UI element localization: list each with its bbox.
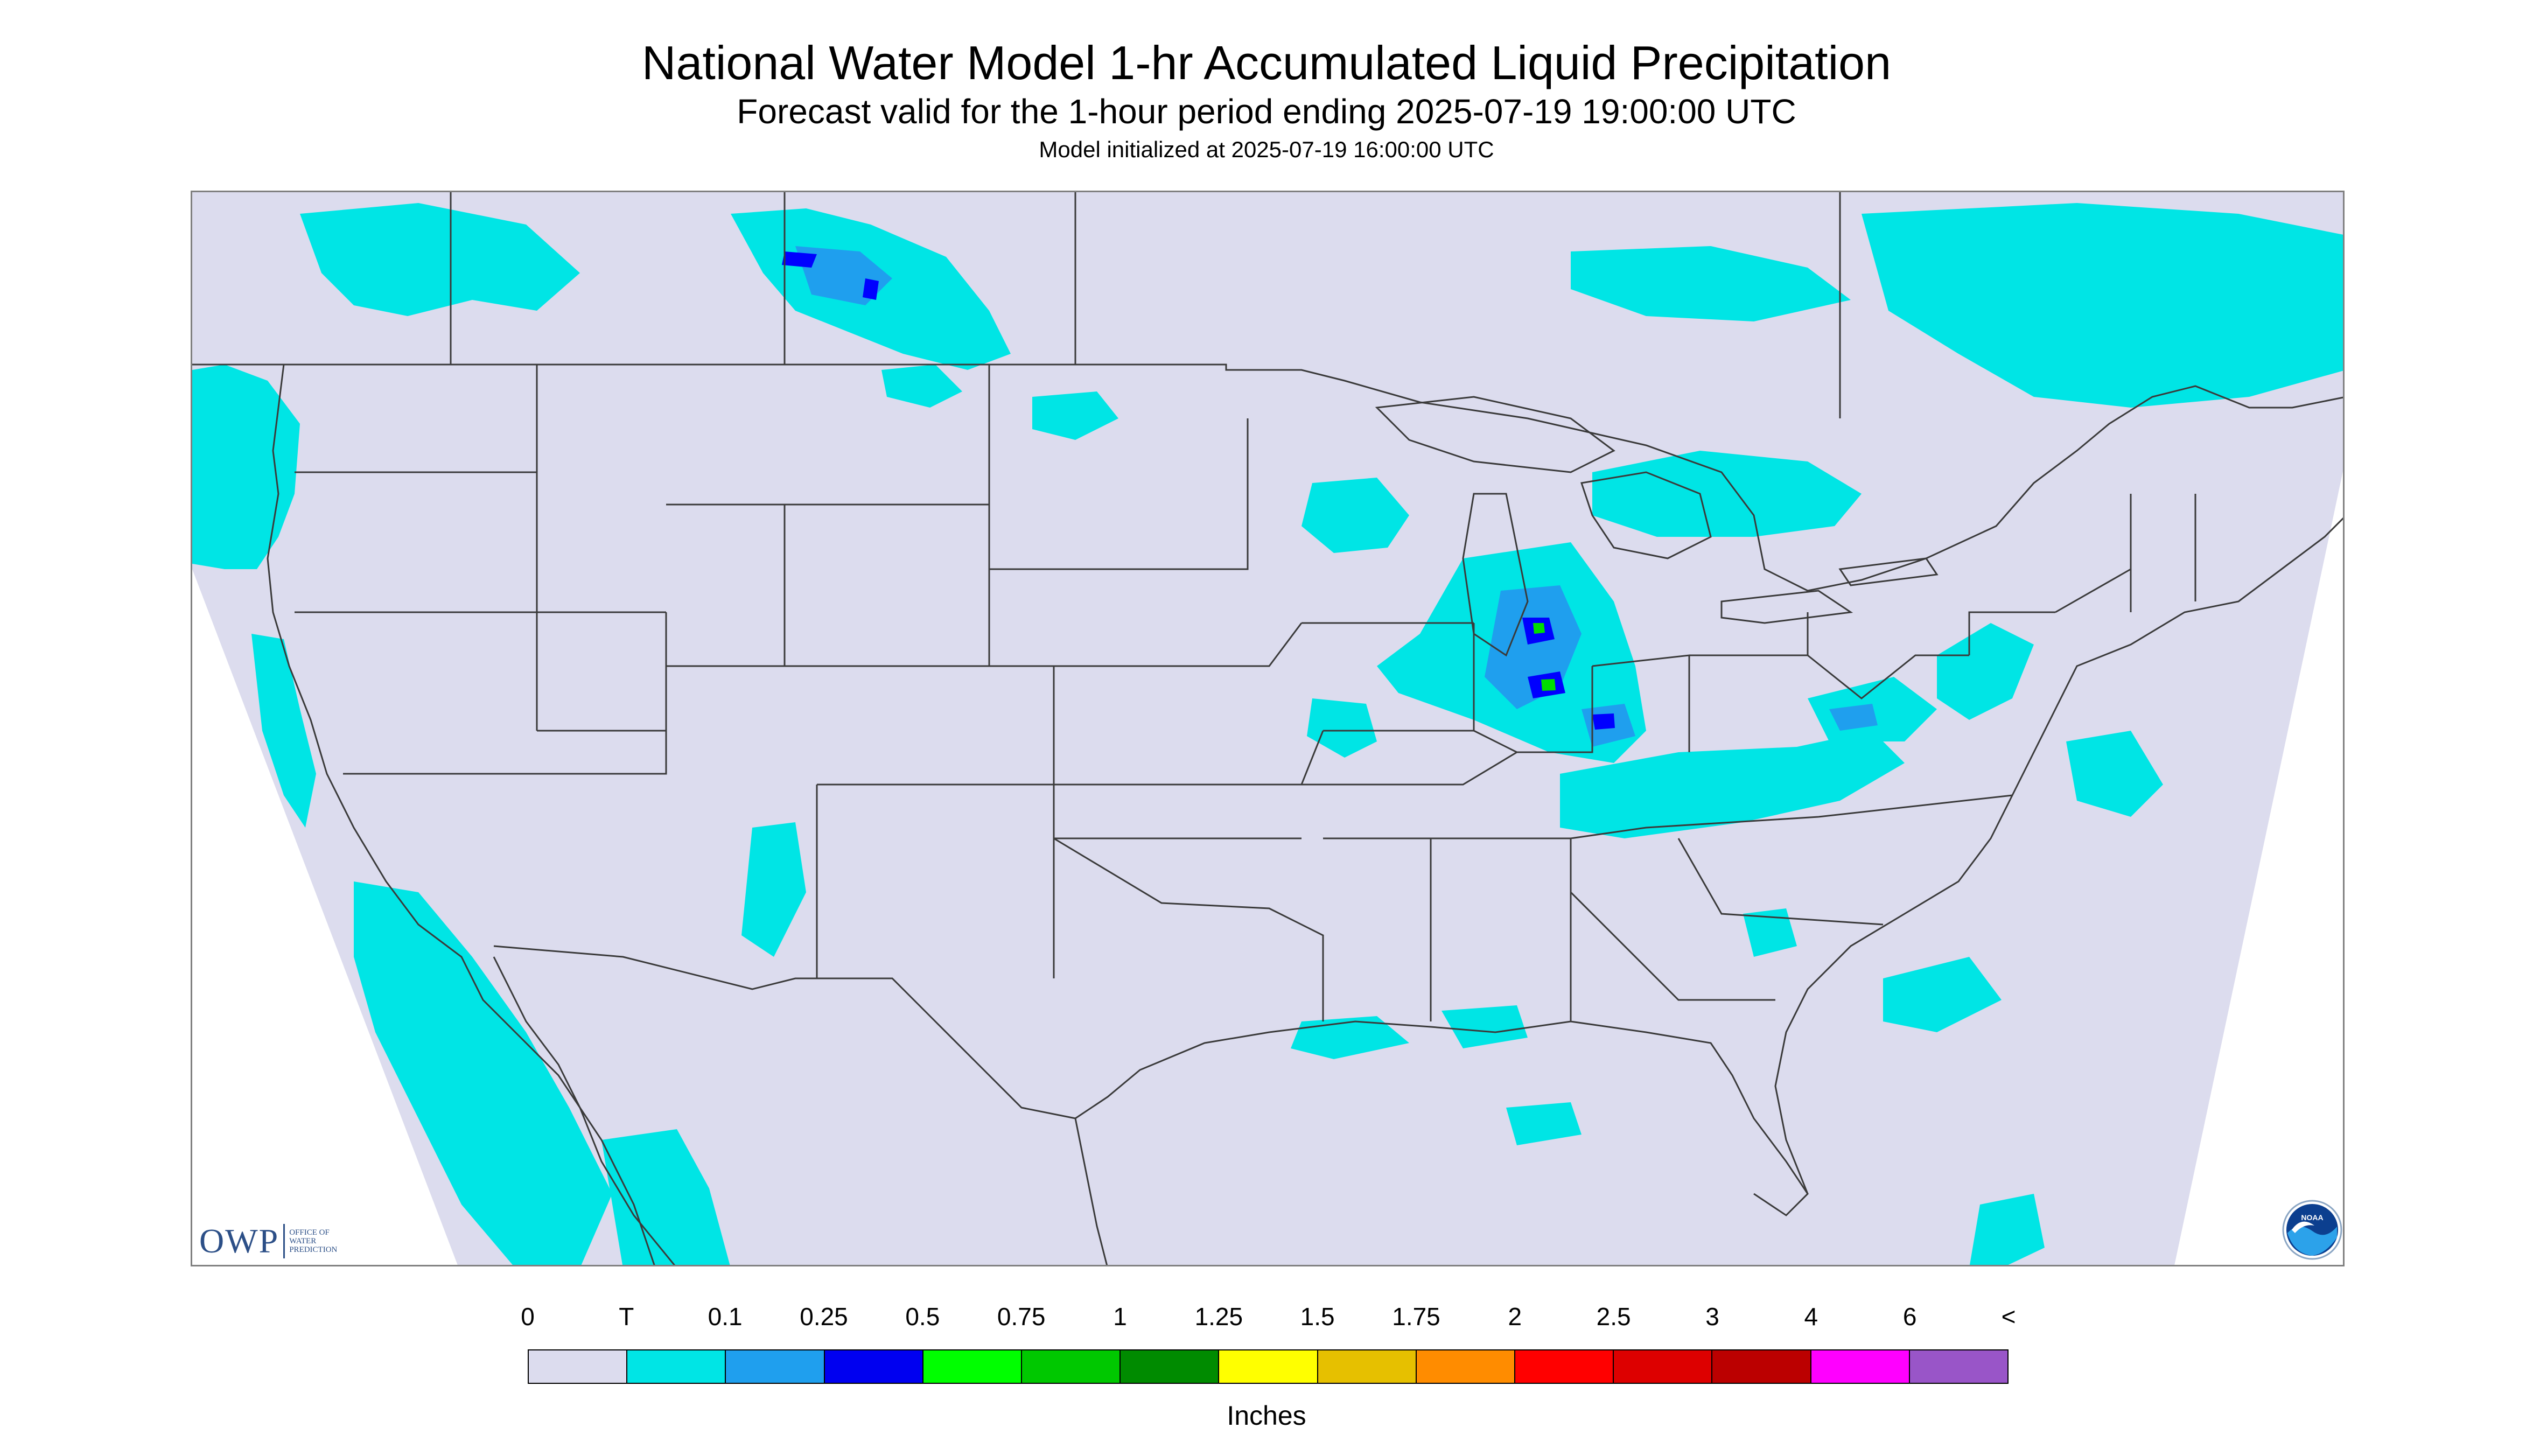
map-canvas bbox=[192, 192, 2343, 1265]
legend-swatch bbox=[824, 1350, 923, 1383]
precip-area-sw-offshore bbox=[354, 881, 612, 1265]
precip-moderate-virginia bbox=[1829, 704, 1878, 731]
precip-area-quebec bbox=[1862, 203, 2343, 408]
precip-heavier-cores bbox=[1533, 623, 1556, 691]
legend-swatch bbox=[627, 1350, 726, 1383]
legend-swatch bbox=[923, 1350, 1023, 1383]
legend-swatch bbox=[1614, 1350, 1713, 1383]
legend-swatch bbox=[726, 1350, 825, 1383]
canada-province-lines bbox=[450, 192, 1841, 418]
owp-logo-text: OWP bbox=[199, 1222, 279, 1260]
legend-swatch bbox=[1712, 1350, 1811, 1383]
legend-swatch bbox=[1121, 1350, 1220, 1383]
legend-swatch bbox=[1811, 1350, 1910, 1383]
precip-area-gulf-coast-east bbox=[1442, 1005, 1528, 1048]
legend-label: 0 bbox=[521, 1303, 535, 1331]
precip-heavy-alberta-cell-1 bbox=[782, 251, 817, 268]
precip-area-ohio-valley bbox=[1560, 731, 1905, 838]
owp-logo-subtext: Office of Water Prediction bbox=[289, 1228, 338, 1254]
precip-area-montana bbox=[881, 365, 962, 408]
precip-area-baja-offshore bbox=[601, 1129, 730, 1265]
model-domain bbox=[192, 192, 2343, 1265]
state-lines bbox=[295, 365, 2196, 1021]
legend-units: Inches bbox=[1227, 1401, 1306, 1431]
precip-area-pacific-coast bbox=[251, 634, 316, 828]
precip-area-upper-great-lakes bbox=[1592, 451, 1862, 537]
precip-area-atlantic-offshore bbox=[2066, 731, 2163, 817]
legend-label: 4 bbox=[1804, 1303, 1818, 1331]
legend-label: < bbox=[2001, 1303, 2016, 1331]
precip-area-caribbean bbox=[1970, 1194, 2045, 1265]
precip-heavy-indiana-cell bbox=[1592, 713, 1615, 730]
map-title: National Water Model 1-hr Accumulated Li… bbox=[641, 36, 1892, 89]
mexico-coastline bbox=[1074, 1118, 1108, 1265]
precip-area-gulf-coast-west bbox=[1291, 1016, 1409, 1059]
precip-area-dakotas bbox=[1032, 391, 1118, 440]
map-boundaries bbox=[192, 192, 2343, 1265]
legend-label: 1.25 bbox=[1194, 1303, 1243, 1331]
us-canada-border bbox=[192, 363, 2343, 592]
precip-light-areas bbox=[192, 203, 2343, 1265]
legend-swatch bbox=[1219, 1350, 1318, 1383]
legend-label: 0.25 bbox=[800, 1303, 848, 1331]
great-lakes-outline bbox=[1375, 396, 1939, 657]
legend-swatch bbox=[1318, 1350, 1417, 1383]
west-coastline bbox=[267, 364, 655, 1265]
legend-label: 0.5 bbox=[905, 1303, 940, 1331]
owp-logo: OWP Office of Water Prediction bbox=[199, 1220, 337, 1263]
precip-area-iowa bbox=[1307, 698, 1377, 758]
legend-swatch bbox=[529, 1350, 628, 1383]
precip-area-florida bbox=[1743, 908, 1797, 957]
map-subtitle: Forecast valid for the 1-hour period end… bbox=[737, 92, 1796, 131]
legend-label: 0.1 bbox=[708, 1303, 743, 1331]
baja-coastline bbox=[493, 956, 676, 1265]
legend-label: 6 bbox=[1902, 1303, 1917, 1331]
legend-label: T bbox=[619, 1303, 634, 1331]
legend-swatch bbox=[1909, 1350, 2008, 1383]
legend-swatch bbox=[1022, 1350, 1121, 1383]
legend-label: 1.75 bbox=[1392, 1303, 1440, 1331]
precip-area-mid-atlantic bbox=[1937, 623, 2034, 720]
precip-area-gulf-cells bbox=[1506, 1102, 1582, 1145]
legend-label: 1 bbox=[1113, 1303, 1127, 1331]
us-mexico-border bbox=[493, 945, 1076, 1119]
precip-area-pacific-nw-offshore bbox=[192, 365, 300, 569]
legend-label: 3 bbox=[1705, 1303, 1719, 1331]
precip-area-western-canada bbox=[300, 203, 580, 316]
precip-area-atlantic-se bbox=[1883, 957, 2002, 1032]
noaa-emblem-icon: NOAA bbox=[2282, 1200, 2342, 1260]
legend-swatch bbox=[1416, 1350, 1516, 1383]
owp-logo-divider bbox=[283, 1224, 285, 1258]
precipitation-map[interactable] bbox=[191, 191, 2345, 1266]
precip-area-northern-ontario bbox=[1571, 246, 1851, 321]
precip-area-wisconsin bbox=[1302, 478, 1409, 553]
precip-area-southwest-cells bbox=[741, 822, 806, 957]
legend-color-bar bbox=[528, 1349, 2009, 1384]
legend-label: 1.5 bbox=[1300, 1303, 1335, 1331]
precip-core-illinois bbox=[1541, 679, 1556, 691]
legend-swatch bbox=[1515, 1350, 1614, 1383]
noaa-logo-text: NOAA bbox=[2301, 1213, 2323, 1222]
model-init-time: Model initialized at 2025-07-19 16:00:00… bbox=[1039, 137, 1494, 162]
legend-label: 2.5 bbox=[1596, 1303, 1631, 1331]
legend-labels: 0 T 0.1 0.25 0.5 0.75 1 1.25 1.5 1.75 2 2.5 3 4 6 < bbox=[0, 1302, 2533, 1334]
legend-label: 2 bbox=[1508, 1303, 1522, 1331]
legend-label: 0.75 bbox=[997, 1303, 1046, 1331]
precip-heavy-alberta-cell-2 bbox=[863, 278, 879, 300]
precip-core-michigan bbox=[1533, 623, 1545, 634]
